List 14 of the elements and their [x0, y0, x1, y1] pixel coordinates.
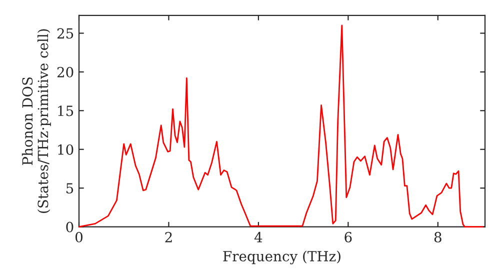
y-tick-label: 20	[57, 66, 74, 78]
x-tick-label: 0	[75, 232, 82, 242]
x-tick-label: 8	[434, 232, 442, 242]
y-axis-title: Phonon DOS (States/THz·primitive cell)	[22, 29, 51, 213]
x-tick-label: 6	[344, 232, 352, 242]
y-tick-label: 25	[57, 28, 74, 39]
y-tick-label: 10	[58, 144, 74, 155]
x-axis-title: Frequency (THz)	[223, 250, 340, 264]
y-tick-label: 0	[66, 222, 74, 232]
x-tick-label: 2	[165, 232, 172, 242]
y-tick-label: 15	[58, 106, 74, 116]
y-tick-label: 5	[66, 183, 74, 194]
line-series	[78, 24, 484, 228]
x-tick-label: 4	[254, 232, 262, 242]
